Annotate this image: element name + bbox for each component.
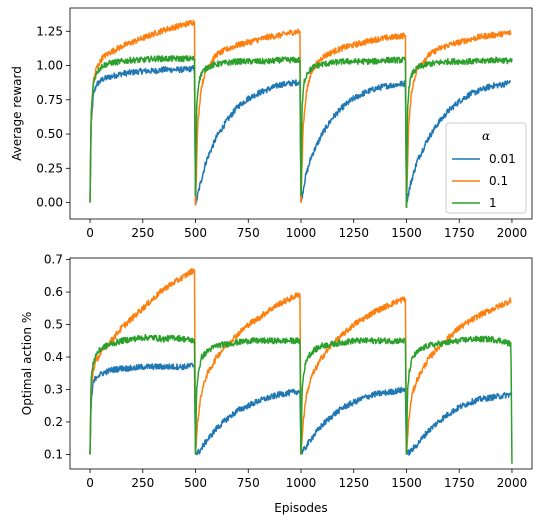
x-tick-label-1250: 1250: [338, 476, 369, 490]
series-1-reset-3: [404, 60, 408, 209]
y-tick-label-0-1: 0.1: [44, 447, 63, 461]
series-1-segment-1: [194, 56, 301, 196]
series-1-segment-0: [89, 333, 195, 455]
y-tick-label-0-25: 0.25: [36, 161, 63, 175]
series-1-reset-2: [299, 340, 302, 455]
legend-entries: 0.01 0.1 1: [452, 152, 516, 210]
optimal-action-chart: 0 250 500 750 1000 1250 1500 1750 2000 0.1 0.2 0.3…: [20, 253, 533, 515]
series-0-01-segment-2: [300, 386, 406, 455]
series-1-segment-3: [405, 56, 513, 209]
series-0-1-segment-2: [300, 296, 406, 455]
x-tick-label-1750: 1750: [444, 476, 475, 490]
x-tick-label-1250: 1250: [338, 226, 369, 240]
legend-title: α: [482, 129, 490, 143]
legend: α 0.01 0.1 1: [445, 122, 527, 214]
series-1-segment-1: [194, 337, 301, 455]
x-tick-label-1000: 1000: [286, 476, 317, 490]
x-tick-label-500: 500: [184, 226, 207, 240]
y-axis-ticks: 0.1 0.2 0.3 0.4 0.5 0.6 0.7: [44, 253, 70, 461]
series-0-01-segment-0: [89, 362, 195, 455]
x-axis-label: Episodes: [274, 501, 327, 515]
series-lines: [89, 19, 513, 209]
y-axis-label: Average reward: [10, 66, 24, 161]
x-tick-label-0: 0: [86, 226, 94, 240]
x-tick-label-0: 0: [86, 476, 94, 490]
y-tick-label-1-00: 1.00: [36, 59, 63, 73]
series-0-01-segment-3: [405, 80, 512, 203]
x-axis-ticks: 0 250 500 750 1000 1250 1500 1750 2000: [86, 219, 527, 240]
legend-label-0-1: 0.1: [489, 174, 508, 188]
average-reward-chart: 0 250 500 750 1000 1250 1500 1750 2000 0.000.250…: [10, 7, 533, 240]
y-tick-label-0-3: 0.3: [44, 382, 63, 396]
series-0-1-segment-1: [194, 28, 301, 206]
series-1-reset-3: [404, 340, 408, 455]
series-1-segment-3: [405, 335, 513, 464]
series-0-1-segment-3: [405, 297, 512, 455]
series-lines: [89, 268, 513, 464]
y-tick-label-0-6: 0.6: [44, 285, 63, 299]
y-axis-label: Optimal action %: [20, 312, 34, 415]
y-tick-label-0-75: 0.75: [36, 93, 63, 107]
y-axis-ticks: 0.00 0.25 0.50 0.75 1.00 1.25: [36, 24, 70, 210]
x-tick-label-2000: 2000: [497, 226, 528, 240]
y-tick-label-0-7: 0.7: [44, 253, 63, 267]
x-tick-label-2000: 2000: [497, 476, 528, 490]
series-1-reset-1: [193, 58, 197, 196]
series-0-01-segment-0: [89, 65, 195, 203]
y-tick-label-0-5: 0.5: [44, 318, 63, 332]
series-1-reset-2: [299, 60, 302, 196]
series-0-01-segment-1: [195, 388, 301, 456]
x-tick-label-1000: 1000: [286, 226, 317, 240]
legend-label-1: 1: [489, 196, 497, 210]
x-tick-label-750: 750: [237, 476, 260, 490]
x-tick-label-1500: 1500: [391, 226, 422, 240]
series-0-1-segment-0: [89, 19, 195, 203]
series-0-1-segment-3: [405, 29, 512, 206]
x-tick-label-250: 250: [131, 476, 154, 490]
series-0-01-segment-1: [194, 79, 301, 206]
series-1-segment-0: [89, 54, 195, 203]
x-axis-ticks: 0 250 500 750 1000 1250 1500 1750 2000: [86, 469, 527, 490]
legend-label-0-01: 0.01: [489, 152, 516, 166]
y-tick-label-0-4: 0.4: [44, 350, 63, 364]
y-tick-label-0-50: 0.50: [36, 127, 63, 141]
series-0-1-segment-1: [194, 292, 301, 455]
x-tick-label-750: 750: [237, 226, 260, 240]
x-tick-label-250: 250: [131, 226, 154, 240]
legend-box: [445, 122, 527, 214]
series-0-1-segment-2: [300, 32, 406, 203]
x-tick-label-1500: 1500: [391, 476, 422, 490]
series-0-01-segment-3: [406, 392, 512, 456]
x-tick-label-1750: 1750: [444, 226, 475, 240]
series-1-reset-1: [193, 340, 197, 455]
series-1-segment-2: [300, 337, 406, 455]
y-tick-label-1-25: 1.25: [36, 24, 63, 38]
y-tick-label-0-2: 0.2: [44, 415, 63, 429]
series-0-01-segment-2: [300, 80, 406, 203]
series-1-segment-2: [300, 56, 406, 196]
y-tick-label-0-00: 0.00: [36, 196, 63, 210]
x-tick-label-500: 500: [184, 476, 207, 490]
